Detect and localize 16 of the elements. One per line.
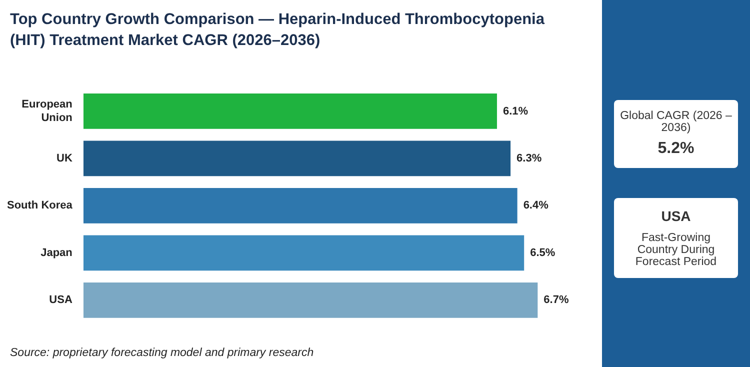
source-note: Source: proprietary forecasting model and primary research bbox=[10, 347, 314, 359]
data-label: 6.7% bbox=[544, 294, 569, 306]
y-tick-label: UK bbox=[56, 152, 72, 164]
data-label: 6.3% bbox=[516, 152, 542, 164]
data-label: 6.5% bbox=[530, 246, 556, 259]
y-tick-label: South Korea bbox=[6, 200, 74, 212]
text: Global CAGR (2026 – 2036) bbox=[620, 110, 732, 134]
text: USA bbox=[660, 208, 692, 224]
chart-title: Top Country Growth Comparison — Heparin-Induced Thrombocytopenia (HIT) Treatment Market CAGR (2026–2036) bbox=[10, 10, 546, 51]
text: 5.2% bbox=[656, 140, 696, 158]
y-tick-label: USA bbox=[49, 294, 72, 306]
data-label: 6.1% bbox=[502, 105, 528, 118]
data-label: 6.4% bbox=[523, 200, 549, 212]
y-tick-label: Japan bbox=[40, 246, 73, 259]
y-tick-label: European Union bbox=[22, 98, 73, 124]
text: Fast-Growing Country During Forecast Period bbox=[634, 232, 718, 268]
